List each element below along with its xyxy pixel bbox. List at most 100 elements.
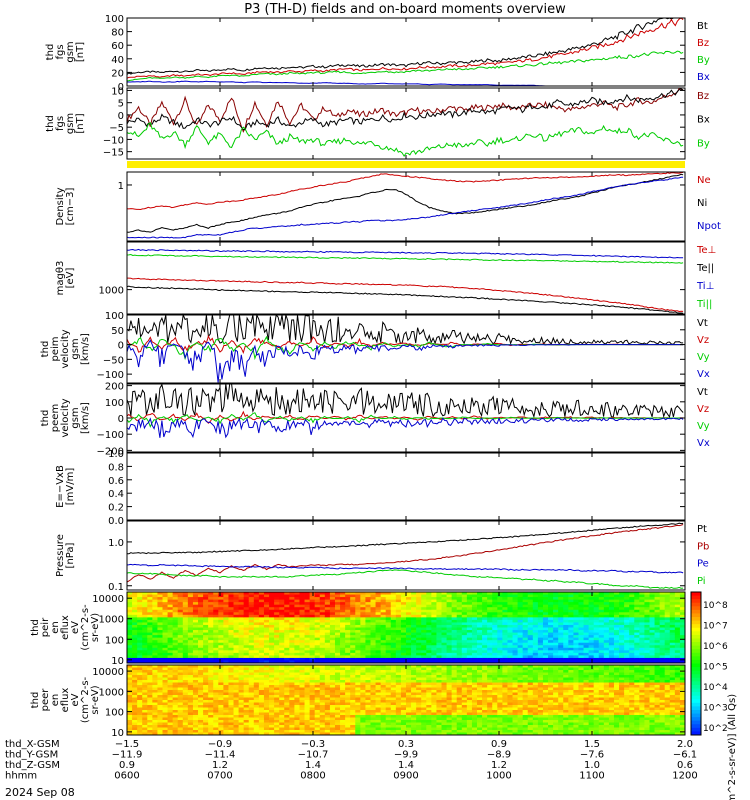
spectrogram-cell <box>406 712 412 716</box>
spectrogram-cell <box>664 617 671 621</box>
spectrogram-cell <box>218 715 224 718</box>
spectrogram-cell <box>263 720 270 723</box>
spectrogram-cell <box>360 680 366 683</box>
spectrogram-cell <box>233 592 239 595</box>
spectrogram-cell <box>340 602 346 606</box>
spectrogram-cell <box>431 652 437 656</box>
spectrogram-cell <box>395 622 402 626</box>
spectrogram-cell <box>213 657 219 661</box>
spectrogram-cell <box>674 602 681 606</box>
spectrogram-cell <box>421 647 427 651</box>
spectrogram-cell <box>213 619 219 623</box>
spectrogram-cell <box>502 630 508 633</box>
spectrogram-cell <box>157 705 163 708</box>
spectrogram-cell <box>629 640 635 644</box>
spectrogram-cell <box>279 622 285 626</box>
spectrogram-cell <box>406 710 412 713</box>
spectrogram-cell <box>451 602 458 606</box>
spectrogram-cell <box>172 660 179 664</box>
spectrogram-cell <box>274 614 280 618</box>
spectrogram-cell <box>644 602 650 606</box>
spectrogram-cell <box>233 695 239 698</box>
spectrogram-cell <box>198 637 204 641</box>
spectrogram-cell <box>243 707 250 711</box>
spectrogram-cell <box>284 727 290 731</box>
spectrogram-cell <box>319 710 326 713</box>
spectrogram-cell <box>177 675 184 678</box>
spectrogram-cell <box>608 637 615 641</box>
spectrogram-cell <box>461 617 468 621</box>
spectrogram-cell <box>127 614 133 618</box>
spectrogram-cell <box>182 727 189 731</box>
spectrogram-cell <box>172 592 179 595</box>
spectrogram-cell <box>324 642 331 646</box>
spectrogram-cell <box>613 635 620 639</box>
spectrogram-cell <box>132 725 138 728</box>
spectrogram-cell <box>573 604 579 608</box>
spectrogram-cell <box>492 614 498 618</box>
spectrogram-cell <box>360 609 366 613</box>
spectrogram-cell <box>456 627 463 631</box>
spectrogram-cell <box>568 652 574 656</box>
spectrogram-cell <box>365 614 371 618</box>
spectrogram-cell <box>177 717 184 721</box>
spectrogram-cell <box>314 680 321 683</box>
spectrogram-cell <box>233 632 239 636</box>
panel-frame <box>126 520 686 591</box>
spectrogram-cell <box>177 672 184 676</box>
spectrogram-cell <box>309 677 316 681</box>
spectrogram-cell <box>340 720 346 723</box>
spectrogram-cell <box>223 717 229 721</box>
spectrogram-cell <box>238 675 245 678</box>
spectrogram-cell <box>370 627 376 631</box>
spectrogram-cell <box>324 722 331 726</box>
spectrogram-cell <box>416 650 422 654</box>
spectrogram-cell <box>634 632 640 636</box>
spectrogram-cell <box>187 594 194 598</box>
spectrogram-cell <box>319 725 326 728</box>
spectrogram-cell <box>243 604 250 608</box>
spectrogram-cell <box>634 614 640 618</box>
spectrogram-cell <box>218 655 224 659</box>
spectrogram-cell <box>532 622 539 626</box>
spectrogram-cell <box>340 607 346 611</box>
spectrogram-cell <box>208 687 214 691</box>
spectrogram-cell <box>380 637 387 641</box>
spectrogram-cell <box>542 594 549 598</box>
spectrogram-cell <box>421 612 427 616</box>
spectrogram-cell <box>329 630 336 633</box>
spectrogram-cell <box>380 715 387 718</box>
spectrogram-cell <box>324 624 331 628</box>
spectrogram-cell <box>223 617 229 621</box>
spectrogram-cell <box>299 695 305 698</box>
spectrogram-cell <box>400 677 407 681</box>
spectrogram-cell <box>233 619 239 623</box>
spectrogram-cell <box>284 717 290 721</box>
spectrogram-cell <box>284 640 290 644</box>
spectrogram-cell <box>406 675 412 678</box>
spectrogram-cell <box>274 680 280 683</box>
spectrogram-cell <box>482 594 488 598</box>
spectrogram-cell <box>477 597 483 601</box>
spectrogram-cell <box>553 627 559 631</box>
spectrogram-cell <box>527 614 534 618</box>
spectrogram-cell <box>274 720 280 723</box>
spectrogram-cell <box>588 604 595 608</box>
spectrogram-cell <box>137 702 143 706</box>
spectrogram-cell <box>177 690 184 693</box>
spectrogram-cell <box>238 637 245 641</box>
spectrogram-cell <box>375 597 382 601</box>
spectrogram-cell <box>329 687 336 691</box>
spectrogram-cell <box>182 697 189 701</box>
spectrogram-cell <box>421 655 427 659</box>
spectrogram-cell <box>375 627 382 631</box>
spectrogram-cell <box>172 655 179 659</box>
spectrogram-cell <box>679 612 686 616</box>
spectrogram-cell <box>294 632 300 636</box>
spectrogram-cell <box>664 599 671 603</box>
spectrogram-cell <box>208 619 214 623</box>
spectrogram-cell <box>314 682 321 686</box>
spectrogram-cell <box>157 650 163 654</box>
spectrogram-cell <box>299 667 305 671</box>
spectrogram-cell <box>548 594 554 598</box>
